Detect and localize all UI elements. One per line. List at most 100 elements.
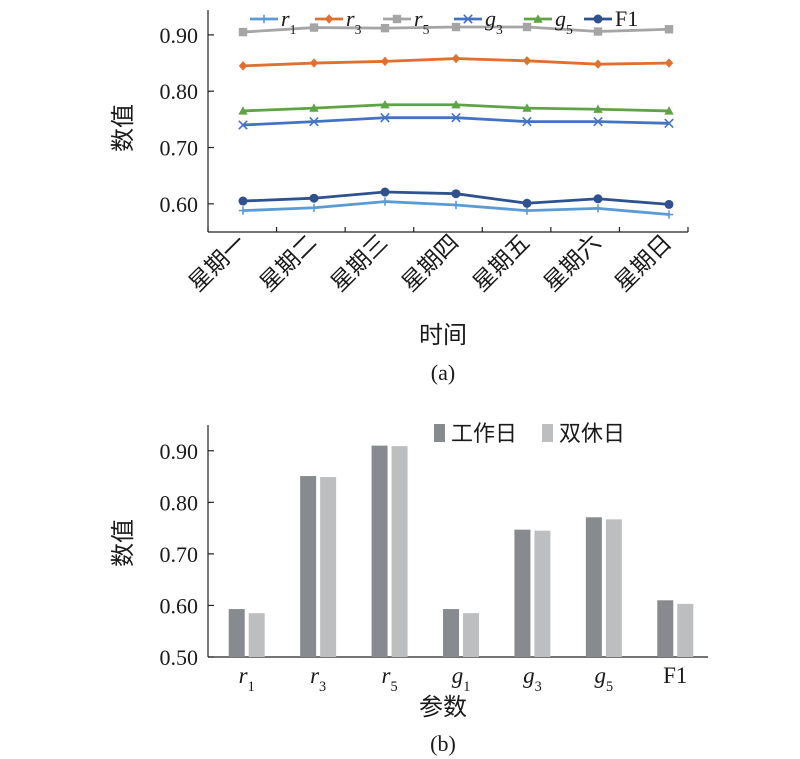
data-point-marker: [238, 196, 248, 206]
x-axis-title: 参数: [419, 693, 467, 721]
legend-label: r5: [414, 6, 430, 37]
label-subscript: 1: [248, 679, 255, 695]
label-subscript: 5: [423, 22, 430, 37]
label-main: F1: [663, 663, 687, 688]
data-point-marker: [309, 103, 319, 112]
bar-workday: [657, 600, 674, 657]
series-r5: [238, 22, 674, 37]
legend-label: F1: [615, 6, 638, 31]
legend-marker: [259, 14, 269, 24]
series-r1: [238, 197, 674, 219]
series-g5: [238, 100, 674, 115]
panel-caption: (b): [430, 731, 456, 756]
data-point-marker: [380, 100, 390, 109]
y-tick-label: 0.60: [160, 593, 199, 618]
label-main: r: [382, 663, 392, 688]
data-point-marker: [451, 112, 461, 123]
label-main: g: [595, 663, 607, 688]
data-point-marker: [522, 206, 532, 215]
data-point-marker: [522, 22, 532, 32]
data-point-marker: [593, 27, 603, 36]
bar-weekend: [391, 446, 408, 657]
bar-weekend: [677, 603, 694, 657]
data-point-marker: [238, 106, 248, 115]
data-point-marker: [380, 23, 390, 33]
x-tick-label: 星期三: [326, 230, 393, 297]
legend-label: g3: [485, 6, 503, 37]
legend-marker: [392, 14, 402, 24]
data-point-marker: [380, 197, 390, 206]
legend-swatch: [542, 424, 553, 442]
bar-workday: [443, 609, 459, 657]
bar-weekend: [463, 613, 479, 657]
y-axis-title: 数值: [109, 519, 137, 567]
y-tick-label: 0.60: [160, 192, 199, 217]
data-point-marker: [593, 194, 603, 204]
data-point-marker: [522, 103, 532, 112]
bar-weekend: [605, 519, 622, 657]
data-point-marker: [309, 23, 319, 32]
x-tick-label: r5: [382, 663, 398, 695]
data-point-marker: [380, 56, 390, 67]
data-point-marker: [522, 56, 532, 66]
panel-caption: (a): [431, 360, 455, 385]
y-tick-label: 0.80: [160, 490, 199, 515]
legend-item: r1: [250, 6, 296, 37]
legend-marker: [593, 14, 603, 24]
x-tick-label: F1: [663, 663, 687, 688]
label-subscript: 3: [496, 22, 503, 37]
label-subscript: 5: [606, 679, 613, 695]
x-tick-label: r1: [239, 663, 255, 695]
data-point-marker: [309, 116, 319, 127]
x-tick-label: g1: [452, 663, 471, 695]
series-r3: [238, 53, 674, 71]
bar-workday: [371, 445, 388, 657]
label-main: r: [281, 6, 290, 31]
label-main: F1: [615, 6, 638, 31]
x-tick-label: r3: [310, 663, 326, 695]
label-subscript: 3: [355, 22, 362, 37]
data-point-marker: [238, 61, 248, 71]
data-point-marker: [522, 198, 532, 208]
legend-item: g3: [454, 6, 503, 37]
legend-item: r3: [315, 6, 362, 37]
data-point-marker: [664, 58, 674, 68]
legend-marker: [533, 14, 543, 23]
x-tick-label: g5: [595, 663, 614, 695]
label-subscript: 3: [319, 679, 326, 695]
y-tick-label: 0.70: [160, 136, 199, 161]
label-subscript: 5: [390, 679, 397, 695]
data-point-marker: [593, 104, 603, 113]
legend-item: g5: [524, 6, 573, 37]
bar-weekend: [534, 530, 551, 657]
data-point-marker: [451, 200, 461, 210]
y-tick-label: 0.80: [160, 79, 199, 104]
data-point-marker: [664, 199, 674, 209]
x-axis-title: 时间: [419, 321, 467, 349]
label-main: g: [555, 6, 566, 31]
label-main: r: [310, 663, 320, 688]
data-point-marker: [309, 58, 319, 68]
label-subscript: 5: [566, 22, 573, 37]
legend-swatch: [434, 424, 445, 442]
legend-item: 双休日: [542, 422, 625, 447]
data-point-marker: [451, 189, 461, 199]
data-point-marker: [593, 204, 603, 213]
data-point-marker: [593, 116, 603, 127]
data-point-marker: [380, 112, 390, 123]
data-point-marker: [238, 206, 248, 215]
label-main: g: [485, 6, 496, 31]
label-main: r: [414, 6, 423, 31]
y-tick-label: 0.70: [160, 542, 199, 567]
data-point-marker: [380, 187, 390, 197]
data-point-marker: [238, 27, 248, 37]
label-main: r: [239, 663, 249, 688]
legend-label: 工作日: [451, 422, 517, 447]
data-point-marker: [664, 118, 674, 129]
bar-weekend: [248, 613, 265, 657]
y-tick-label: 0.90: [160, 439, 199, 464]
data-point-marker: [451, 22, 461, 32]
x-tick-label: 星期五: [468, 230, 535, 297]
